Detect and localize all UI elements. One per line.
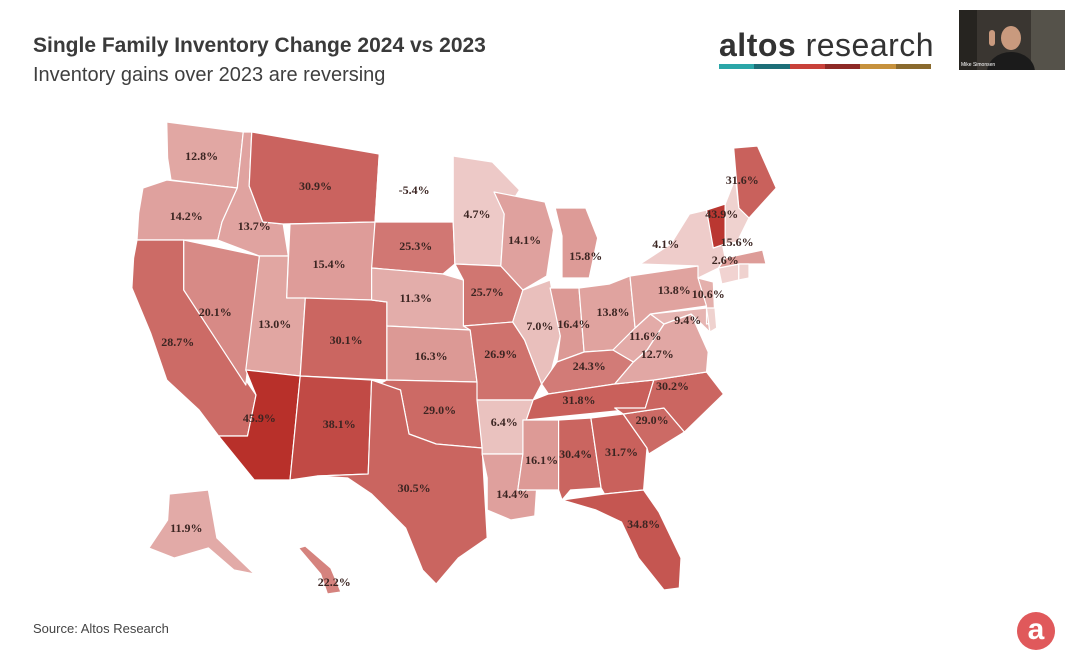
state-label-ar: 6.4% [491,415,518,429]
state-ri [738,263,750,281]
chart-subtitle: Inventory gains over 2023 are reversing [33,64,386,86]
state-label-mi: 15.8% [569,249,602,263]
state-tx [316,379,488,585]
state-label-mn: 4.7% [464,207,491,221]
state-label-nc: 30.2% [656,379,689,393]
state-label-tx: 30.5% [398,481,431,495]
state-hi [297,545,342,595]
state-label-ut: 13.0% [258,317,291,331]
state-label-nv: 20.1% [199,305,232,319]
state-label-al: 30.4% [559,447,592,461]
state-label-oh: 13.8% [597,305,630,319]
state-label-me: 31.6% [726,173,759,187]
logo-bar-segment [824,64,861,69]
state-label-az: 45.9% [243,411,276,425]
state-label-ky: 24.3% [573,359,606,373]
state-sd [371,221,456,275]
state-fl [561,489,682,591]
chart-title: Single Family Inventory Change 2024 vs 2… [33,34,486,57]
logo-color-bar [719,64,931,69]
state-md [649,307,711,333]
logo-text-light: research [796,27,935,63]
state-label-wa: 12.8% [185,149,218,163]
logo-text: altos research [719,27,935,63]
state-label-ne: 11.3% [400,291,432,305]
state-label-sd: 25.3% [399,239,432,253]
state-mi [554,207,599,279]
state-label-ok: 29.0% [423,403,456,417]
state-label-ca: 28.7% [161,335,194,349]
state-label-nd: -5.4% [399,183,430,197]
state-pa [629,265,708,329]
state-mt [248,131,380,225]
state-label-ia: 25.7% [471,285,504,299]
logo-bar-segment [754,64,790,69]
state-nh [724,177,750,245]
state-label-wv: 11.6% [629,329,661,343]
state-ma [717,249,767,269]
state-label-mo: 26.9% [484,347,517,361]
state-label-mt: 30.9% [299,179,332,193]
state-label-in: 16.4% [557,317,590,331]
state-nv [183,239,260,386]
state-label-ms: 16.1% [525,453,558,467]
state-label-vt: 43.9% [705,207,738,221]
logo-text-bold: altos [719,27,797,63]
state-label-ga: 31.7% [605,445,638,459]
state-label-pa: 13.8% [658,283,691,297]
state-label-wy: 15.4% [313,257,346,271]
state-label-ak: 11.9% [170,521,202,535]
state-label-tn: 31.8% [563,393,596,407]
state-label-id: 13.7% [238,219,271,233]
us-choropleth-map: 12.8% 14.2% 28.7% 20.1% 13.7% 30.9% 15.4% 13.0%… [131,121,777,595]
webcam-overlay: Mike Simonsen [959,10,1065,70]
webcam-person-icon [959,10,1065,70]
state-de [705,307,718,333]
state-label-co: 30.1% [330,333,363,347]
state-label-md: 9.4% [674,313,701,327]
webcam-name-label: Mike Simonsen [961,62,996,68]
state-label-ma: 15.6% [721,235,754,249]
state-label-il: 7.0% [526,319,553,333]
state-label-fl: 34.8% [627,517,660,531]
state-label-hi: 22.2% [318,575,351,589]
state-nc [614,371,725,433]
state-label-nm: 38.1% [323,417,356,431]
state-label-or: 14.2% [170,209,203,223]
state-label-ct: 2.6% [712,253,739,267]
state-label-la: 14.4% [496,487,529,501]
state-label-sc: 29.0% [636,413,669,427]
source-note: Source: Altos Research [33,621,169,636]
state-ak [148,489,255,575]
logo-bar-segment [719,64,755,69]
state-label-ny: 4.1% [652,237,679,251]
state-wi [493,191,555,291]
altos-research-logo: altos research [719,27,935,72]
altos-badge-icon: a [1017,612,1055,650]
state-label-va: 12.7% [641,347,674,361]
logo-bar-segment [895,64,931,69]
logo-bar-segment [789,64,825,69]
logo-bar-segment [860,64,896,69]
state-label-ks: 16.3% [415,349,448,363]
state-label-nj: 10.6% [692,287,725,301]
state-label-wi: 14.1% [508,233,541,247]
